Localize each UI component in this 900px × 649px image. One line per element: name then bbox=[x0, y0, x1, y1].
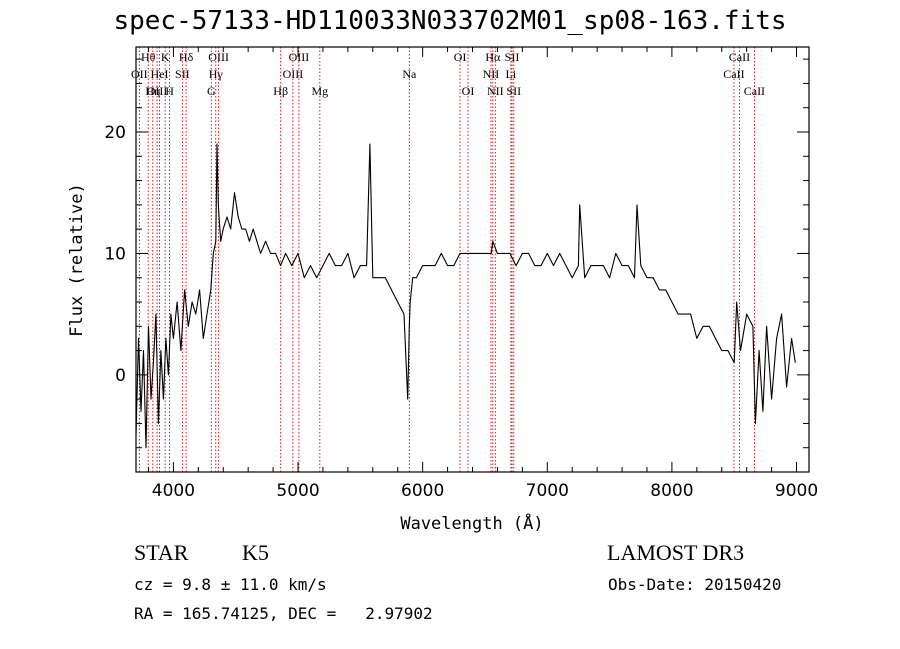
x-tick-label: 5000 bbox=[276, 481, 319, 501]
marker-label: OIII bbox=[147, 84, 168, 98]
marker-label: OIII bbox=[283, 67, 304, 81]
marker-label: Hγ bbox=[209, 67, 224, 81]
y-tick-label: 20 bbox=[104, 123, 126, 143]
marker-label: SII bbox=[175, 67, 190, 81]
marker-label: CaII bbox=[723, 67, 744, 81]
marker-label: Mg bbox=[311, 84, 328, 98]
marker-label: OI bbox=[462, 84, 475, 98]
marker-label: SII bbox=[505, 50, 520, 64]
marker-label: Hδ bbox=[179, 50, 194, 64]
x-tick-label: 6000 bbox=[401, 481, 444, 501]
marker-label: OI bbox=[454, 50, 467, 64]
marker-label: NII bbox=[487, 84, 504, 98]
y-tick-label: 0 bbox=[115, 366, 126, 386]
object-subclass: K5 bbox=[242, 540, 269, 565]
y-axis-label: Flux (relative) bbox=[67, 183, 87, 337]
chart-title: spec-57133-HD110033N033702M01_sp08-163.f… bbox=[113, 6, 787, 36]
marker-label: SII bbox=[506, 84, 521, 98]
marker-label: OIII bbox=[208, 50, 229, 64]
marker-label: Hθ bbox=[141, 50, 156, 64]
x-tick-label: 9000 bbox=[775, 481, 818, 501]
object-class: STAR bbox=[134, 540, 189, 565]
marker-label: Li bbox=[506, 67, 517, 81]
marker-label: Hβ bbox=[273, 84, 288, 98]
marker-label: G bbox=[207, 84, 216, 98]
marker-label: CaII bbox=[729, 50, 750, 64]
axes: 4000 5000 6000 7000 8000 9000 0 10 20 bbox=[104, 47, 818, 501]
marker-label: OIII bbox=[289, 50, 310, 64]
x-tick-label: 7000 bbox=[526, 481, 569, 501]
x-tick-label: 8000 bbox=[650, 481, 693, 501]
x-tick-label: 4000 bbox=[152, 481, 195, 501]
coordinates: RA = 165.74125, DEC = 2.97902 bbox=[134, 604, 433, 623]
marker-label: Na bbox=[402, 67, 417, 81]
x-axis-label: Wavelength (Å) bbox=[400, 512, 543, 534]
marker-label: Hα bbox=[485, 50, 501, 64]
marker-label: H bbox=[165, 84, 174, 98]
plot-frame bbox=[135, 46, 810, 473]
redshift-value: cz = 9.8 ± 11.0 km/s bbox=[134, 575, 327, 594]
marker-label: HeI bbox=[151, 67, 169, 81]
spectrum-series bbox=[135, 143, 796, 449]
marker-label: K bbox=[161, 50, 170, 64]
marker-label: OII bbox=[131, 67, 148, 81]
marker-label: CaII bbox=[744, 84, 765, 98]
marker-label: Hη bbox=[145, 84, 160, 98]
survey-name: LAMOST DR3 bbox=[607, 540, 745, 565]
y-tick-label: 10 bbox=[104, 244, 126, 264]
obs-date: Obs-Date: 20150420 bbox=[608, 575, 782, 594]
marker-label: NII bbox=[483, 67, 500, 81]
spectrum-line bbox=[135, 143, 796, 449]
